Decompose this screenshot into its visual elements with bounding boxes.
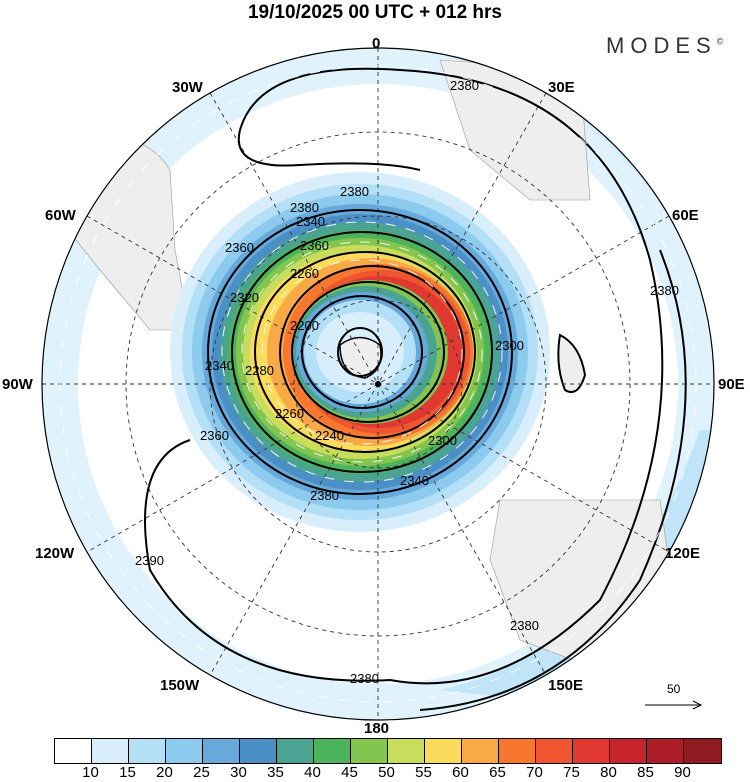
contour-label: 2260 <box>290 266 319 281</box>
colorbar-tick-label: 60 <box>452 764 469 781</box>
vector-scale-arrow-icon <box>645 700 703 710</box>
lon-label-120w: 120W <box>35 545 75 562</box>
map-boundary <box>41 47 715 721</box>
lon-label-90w: 90W <box>2 376 34 393</box>
polar-map: 2380 2380 2360 2340 2360 2320 2340 2280 … <box>2 35 745 735</box>
logo-text: MODES <box>606 33 717 58</box>
colorbar-swatch <box>610 739 647 763</box>
colorbar-tick-label: 10 <box>82 764 99 781</box>
lon-label-60w: 60W <box>45 207 77 224</box>
contour-label: 2340 <box>205 358 234 373</box>
colorbar-swatch <box>314 739 351 763</box>
colorbar-tick-label: 80 <box>600 764 617 781</box>
colorbar-swatch <box>462 739 499 763</box>
contour-label: 2300 <box>495 338 524 353</box>
contour-label: 2380 <box>450 78 479 93</box>
height-contours <box>144 67 687 711</box>
colorbar-tick-label: 35 <box>267 764 284 781</box>
lon-label-0: 0 <box>372 35 380 52</box>
lon-label-60e: 60E <box>672 207 699 224</box>
contour-label: 2320 <box>230 290 259 305</box>
colorbar-tick-label: 50 <box>378 764 395 781</box>
contour-label: 2200 <box>290 318 319 333</box>
lon-label-150w: 150W <box>160 677 200 694</box>
lon-label-30w: 30W <box>172 79 204 96</box>
colorbar-tick-label: 20 <box>156 764 173 781</box>
contour-label: 2390 <box>135 553 164 568</box>
contour-label: 2380 <box>510 618 539 633</box>
colorbar-tick-label: 45 <box>341 764 358 781</box>
contour-label: 2340 <box>296 214 325 229</box>
lon-label-180: 180 <box>364 720 389 735</box>
lon-label-30e: 30E <box>548 79 575 96</box>
colorbar-swatch <box>536 739 573 763</box>
colorbar-swatch <box>573 739 610 763</box>
contour-label: 2340 <box>400 473 429 488</box>
colorbar-swatch <box>92 739 129 763</box>
colorbar-tick-label: 75 <box>563 764 580 781</box>
lon-label-120e: 120E <box>665 545 700 562</box>
contour-label: 2300 <box>428 433 457 448</box>
madagascar <box>557 333 587 394</box>
contour-label: 2380 <box>290 200 319 215</box>
colorbar-swatch <box>129 739 166 763</box>
map-fill <box>42 48 714 720</box>
colorbar-swatch <box>277 739 314 763</box>
modes-logo: MODES© <box>606 33 723 59</box>
colorbar-swatch <box>499 739 536 763</box>
colorbar-swatch <box>425 739 462 763</box>
colorbar-swatch <box>203 739 240 763</box>
colorbar-swatch <box>647 739 684 763</box>
contour-label: 2380 <box>350 671 379 686</box>
contour-label: 2280 <box>245 363 274 378</box>
colorbar-tick-label: 15 <box>119 764 136 781</box>
colorbar-tick-label: 70 <box>526 764 543 781</box>
colorbar-tick-label: 65 <box>489 764 506 781</box>
colorbar-tick-label: 55 <box>415 764 432 781</box>
colorbar-tick-label: 90 <box>674 764 691 781</box>
colorbar-tick-label: 85 <box>637 764 654 781</box>
logo-mark: © <box>716 36 724 47</box>
colorbar-swatch <box>55 739 92 763</box>
colorbar <box>54 738 722 764</box>
map-title: 19/10/2025 00 UTC + 012 hrs <box>247 2 503 23</box>
vector-scale-label: 50 <box>667 682 681 696</box>
lon-label-150e: 150E <box>548 677 583 694</box>
colorbar-swatch <box>240 739 277 763</box>
contour-label: 2360 <box>300 238 329 253</box>
colorbar-swatch <box>684 739 721 763</box>
lon-label-90e: 90E <box>718 376 745 393</box>
wind-vectors <box>59 65 697 703</box>
contour-label: 2260 <box>275 406 304 421</box>
contour-label: 2360 <box>200 428 229 443</box>
colorbar-swatch <box>388 739 425 763</box>
colorbar-tick-label: 40 <box>304 764 321 781</box>
colorbar-tick-label: 25 <box>193 764 210 781</box>
colorbar-swatch <box>351 739 388 763</box>
contour-label: 2360 <box>225 240 254 255</box>
colorbar-tick-label: 30 <box>230 764 247 781</box>
colorbar-swatch <box>166 739 203 763</box>
contour-label: 2380 <box>340 184 369 199</box>
contour-label-group: 2380 2380 2360 2340 2360 2320 2340 2280 … <box>135 78 679 686</box>
contour-label: 2380 <box>650 283 679 298</box>
contour-label: 2240 <box>315 428 344 443</box>
contour-label: 2380 <box>310 488 339 503</box>
